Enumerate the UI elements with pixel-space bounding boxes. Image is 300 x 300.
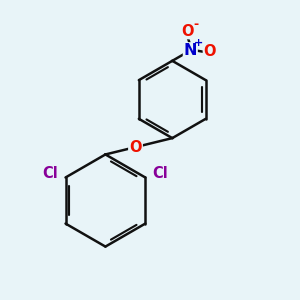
- Text: O: O: [203, 44, 216, 59]
- Text: Cl: Cl: [43, 166, 58, 181]
- Text: O: O: [129, 140, 142, 154]
- Text: Cl: Cl: [152, 166, 168, 181]
- Text: N: N: [184, 43, 197, 58]
- Text: +: +: [194, 38, 203, 48]
- Text: O: O: [181, 24, 194, 39]
- Text: -: -: [193, 18, 198, 31]
